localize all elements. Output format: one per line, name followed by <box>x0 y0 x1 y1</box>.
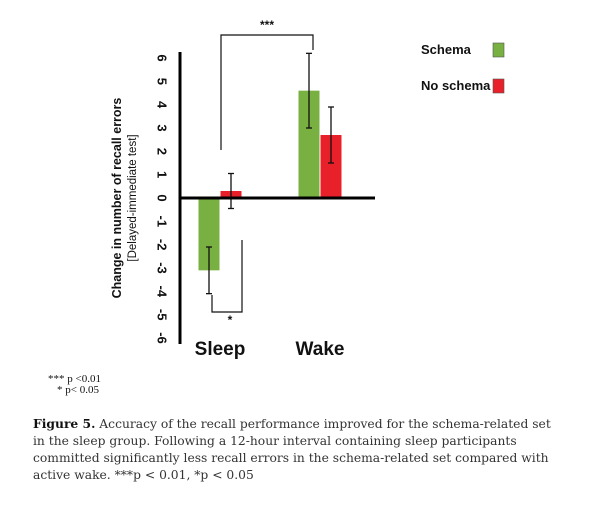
y-tick-label: -1 <box>154 216 169 228</box>
y-tick-label: 0 <box>154 194 169 201</box>
bar <box>320 135 342 198</box>
y-tick-label: -2 <box>154 239 169 251</box>
figure-caption-text: Accuracy of the recall performance impro… <box>33 417 551 482</box>
significance-marker: * <box>228 313 233 327</box>
y-axis-label-group: Change in number of recall errors [Delay… <box>110 98 139 299</box>
y-axis-label: Change in number of recall errors <box>110 98 124 299</box>
x-category-label: Wake <box>296 339 345 360</box>
significance-key-line: *** p <0.01 <box>48 373 101 385</box>
y-axis-sublabel: [Delayed-immediate test] <box>127 134 139 261</box>
y-tick-label: -5 <box>154 309 169 321</box>
significance-bracket <box>220 34 314 150</box>
bar <box>298 90 320 198</box>
figure-label: Figure 5. <box>33 416 96 431</box>
figure-caption: Figure 5. Accuracy of the recall perform… <box>33 415 563 484</box>
legend-swatch <box>492 78 505 94</box>
y-tick-label: 3 <box>154 124 169 131</box>
y-tick-label: 6 <box>154 54 169 61</box>
y-tick-label: 4 <box>154 101 169 109</box>
y-tick-label: 1 <box>154 171 169 178</box>
y-tick-label: -3 <box>154 262 169 274</box>
y-tick-label: 5 <box>154 78 169 85</box>
significance-marker: *** <box>260 18 274 32</box>
legend-label: No schema <box>421 78 491 93</box>
y-tick-label: -6 <box>154 332 169 344</box>
bar <box>198 198 220 271</box>
bar-chart: Change in number of recall errors [Delay… <box>110 18 505 360</box>
legend-label: Schema <box>421 42 472 57</box>
significance-key: *** p <0.01 * p< 0.05 <box>48 374 101 396</box>
significance-key-line: * p< 0.05 <box>57 384 99 396</box>
y-tick-label: 2 <box>154 148 169 155</box>
significance-bracket <box>211 240 243 313</box>
legend-swatch <box>492 42 505 58</box>
y-tick-label: -4 <box>154 286 169 298</box>
x-category-label: Sleep <box>195 339 246 360</box>
